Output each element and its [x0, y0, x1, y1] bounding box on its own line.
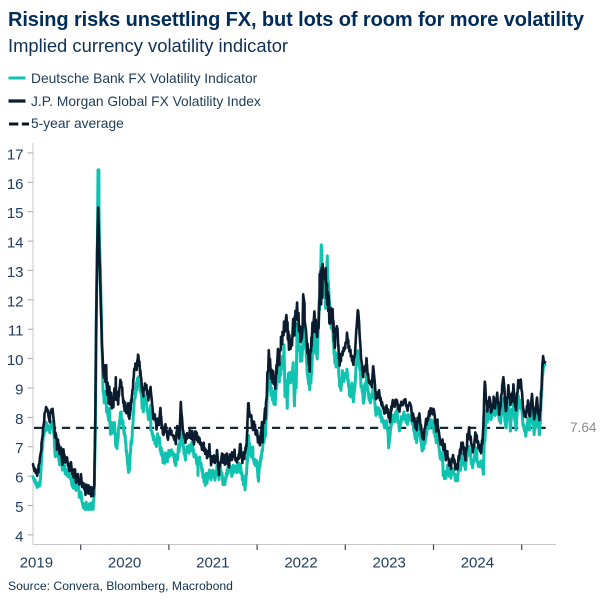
svg-text:14: 14 — [7, 235, 24, 252]
svg-text:8: 8 — [15, 411, 23, 428]
svg-text:6: 6 — [15, 470, 23, 487]
svg-text:7.64: 7.64 — [570, 420, 597, 435]
svg-text:7: 7 — [15, 440, 23, 457]
svg-text:10: 10 — [7, 352, 24, 369]
svg-text:2021: 2021 — [196, 554, 229, 571]
svg-text:4: 4 — [15, 528, 23, 545]
svg-text:9: 9 — [15, 382, 23, 399]
svg-text:2019: 2019 — [20, 554, 53, 571]
svg-text:15: 15 — [7, 205, 24, 222]
svg-text:13: 13 — [7, 264, 24, 281]
svg-text:16: 16 — [7, 176, 24, 193]
svg-text:17: 17 — [7, 146, 24, 163]
svg-text:2023: 2023 — [373, 554, 406, 571]
svg-text:11: 11 — [8, 323, 24, 340]
svg-text:2022: 2022 — [284, 554, 317, 571]
svg-text:2024: 2024 — [461, 554, 494, 571]
svg-text:12: 12 — [7, 293, 24, 310]
svg-text:2020: 2020 — [108, 554, 141, 571]
svg-text:5: 5 — [15, 499, 23, 516]
